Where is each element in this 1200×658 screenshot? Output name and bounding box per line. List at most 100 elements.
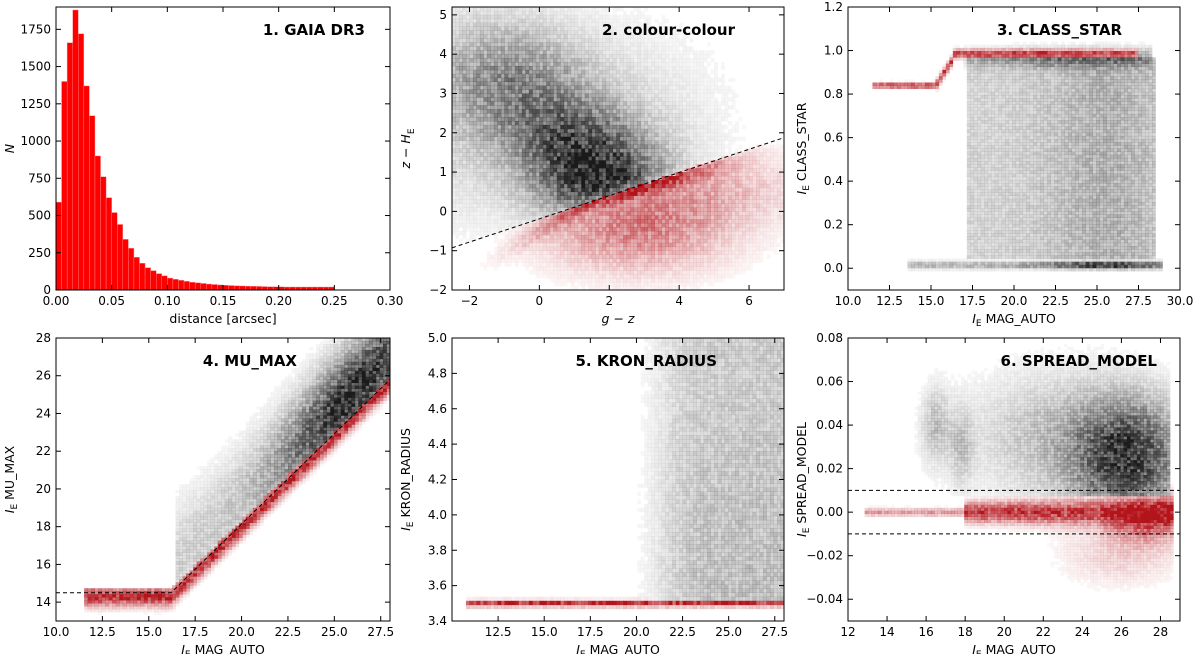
galaxy-density-cell [683,160,687,164]
galaxy-density-cell [557,109,561,113]
star-density-cell [515,243,519,247]
galaxy-density-cell [623,152,627,156]
galaxy-density-cell [462,145,466,149]
star-density-cell [616,239,620,243]
galaxy-density-cell [543,207,547,211]
galaxy-density-cell [532,90,536,94]
galaxy-density-cell [525,121,529,125]
galaxy-density-cell [557,62,561,66]
galaxy-density-cell [637,113,641,117]
galaxy-density-cell [532,160,536,164]
galaxy-density-cell [525,54,529,58]
star-density-cell [571,278,575,282]
galaxy-density-cell [623,156,627,160]
star-density-cell [494,247,498,251]
galaxy-density-cell [550,66,554,70]
star-density-cell [581,262,585,266]
galaxy-density-cell [462,215,466,219]
galaxy-density-cell [567,125,571,129]
galaxy-density-cell [480,117,484,121]
star-density-cell [683,266,687,270]
galaxy-density-cell [525,149,529,153]
galaxy-density-cell [483,204,487,208]
galaxy-density-cell [690,70,694,74]
galaxy-density-cell [665,54,669,58]
star-density-cell [592,247,596,251]
star-density-cell [704,278,708,282]
star-density-cell [599,204,603,208]
galaxy-density-cell [546,180,550,184]
galaxy-density-cell [515,121,519,125]
galaxy-density-cell [536,23,540,27]
galaxy-density-cell [553,90,557,94]
galaxy-density-cell [637,125,641,129]
galaxy-density-cell [595,54,599,58]
galaxy-density-cell [623,82,627,86]
star-density-cell [501,239,505,243]
star-density-cell [613,239,617,243]
star-density-cell [697,247,701,251]
galaxy-density-cell [483,223,487,227]
galaxy-density-cell [525,164,529,168]
galaxy-density-cell [557,184,561,188]
galaxy-density-cell [497,19,501,23]
galaxy-density-cell [529,46,533,50]
histogram-bar [245,286,251,290]
galaxy-density-cell [501,133,505,137]
galaxy-density-cell [494,113,498,117]
galaxy-density-cell [581,74,585,78]
galaxy-density-cell [466,211,470,215]
galaxy-density-cell [553,204,557,208]
galaxy-density-cell [578,192,582,196]
galaxy-density-cell [676,70,680,74]
galaxy-density-cell [532,141,536,145]
star-density-cell [494,262,498,266]
star-density-cell [676,266,680,270]
star-density-cell [641,274,645,278]
galaxy-density-cell [693,121,697,125]
galaxy-density-cell [452,121,456,125]
galaxy-density-cell [599,180,603,184]
galaxy-density-cell [564,38,568,42]
galaxy-density-cell [630,105,634,109]
galaxy-density-cell [532,62,536,66]
star-density-cell [564,239,568,243]
galaxy-density-cell [644,121,648,125]
galaxy-density-cell [501,38,505,42]
galaxy-density-cell [609,70,613,74]
star-density-cell [676,223,680,227]
star-density-cell [637,200,641,204]
galaxy-density-cell [574,172,578,176]
galaxy-density-cell [501,35,505,39]
star-density-cell [504,243,508,247]
star-density-cell [606,231,610,235]
galaxy-density-cell [581,86,585,90]
galaxy-density-cell [557,38,561,42]
star-density-cell [553,259,557,263]
galaxy-density-cell [501,168,505,172]
galaxy-density-cell [480,7,484,11]
galaxy-density-cell [452,66,456,70]
galaxy-density-cell [623,176,627,180]
galaxy-density-cell [515,180,519,184]
star-density-cell [525,239,529,243]
galaxy-density-cell [494,19,498,23]
galaxy-density-cell [592,133,596,137]
galaxy-density-cell [539,105,543,109]
galaxy-density-cell [553,38,557,42]
galaxy-density-cell [529,54,533,58]
galaxy-density-cell [602,145,606,149]
galaxy-density-cell [571,180,575,184]
star-density-cell [679,180,683,184]
galaxy-density-cell [641,176,645,180]
star-density-cell [704,227,708,231]
galaxy-density-cell [592,66,596,70]
star-density-cell [627,266,631,270]
galaxy-density-cell [497,133,501,137]
galaxy-density-cell [599,42,603,46]
galaxy-density-cell [459,35,463,39]
star-density-cell [704,215,708,219]
galaxy-density-cell [511,38,515,42]
star-density-cell [637,207,641,211]
galaxy-density-cell [697,137,701,141]
